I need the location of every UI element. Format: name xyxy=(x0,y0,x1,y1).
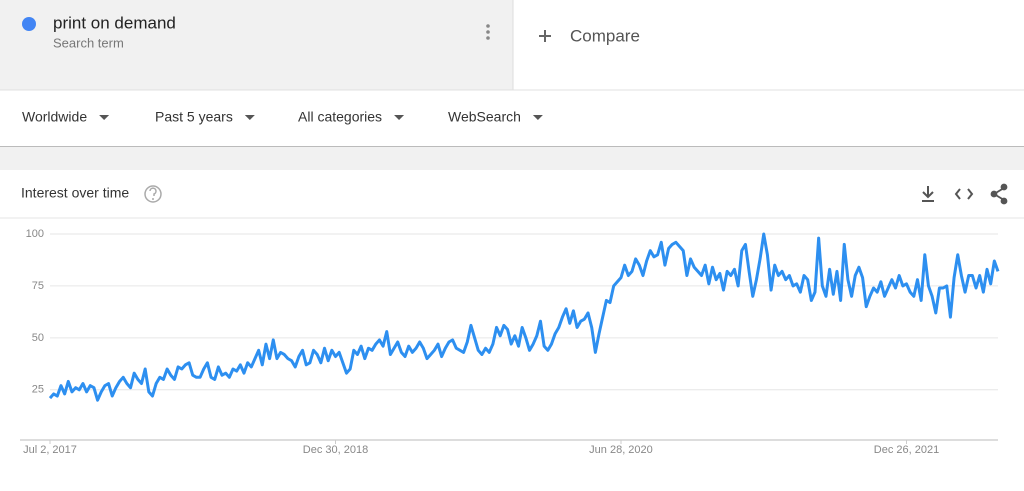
help-icon[interactable] xyxy=(144,185,162,203)
filter-arrow xyxy=(99,115,110,120)
more-menu[interactable] xyxy=(486,24,490,40)
card-title: Interest over time xyxy=(21,185,129,201)
compare-label[interactable]: Compare xyxy=(570,26,640,45)
compare-plus[interactable] xyxy=(539,30,551,42)
x-tick-label: Dec 26, 2021 xyxy=(874,444,939,456)
trend-line xyxy=(48,232,1000,402)
term-subtitle: Search term xyxy=(53,35,124,50)
term-text: print on demand xyxy=(53,13,176,32)
gap-band xyxy=(0,146,1024,170)
filter-arrow xyxy=(394,115,405,120)
filter-arrow xyxy=(244,115,255,120)
y-tick-label: 75 xyxy=(32,280,44,292)
x-tick-label: Jul 2, 2017 xyxy=(23,444,77,456)
y-tick-label: 50 xyxy=(32,332,44,344)
filter-label[interactable]: WebSearch xyxy=(448,109,521,125)
y-tick-label: 100 xyxy=(26,228,44,240)
y-tick-label: 25 xyxy=(32,384,44,396)
term-dot xyxy=(22,17,36,31)
chart: 25 50 75 100 Jul 2, 2017 Dec 30, 2018 Jun 28, … xyxy=(20,228,1000,456)
filter-arrow xyxy=(532,115,543,120)
filter-label[interactable]: Past 5 years xyxy=(155,109,233,125)
embed-icon[interactable] xyxy=(954,188,974,200)
x-tick-label: Dec 30, 2018 xyxy=(303,444,368,456)
term-box[interactable] xyxy=(0,0,513,90)
filter-label[interactable]: All categories xyxy=(298,109,382,125)
share-icon[interactable] xyxy=(990,183,1008,205)
filters: Worldwide Past 5 years All categories WebSe… xyxy=(22,109,543,125)
filter-label[interactable]: Worldwide xyxy=(22,109,87,125)
download-icon[interactable] xyxy=(922,186,934,202)
x-tick-label: Jun 28, 2020 xyxy=(589,444,653,456)
